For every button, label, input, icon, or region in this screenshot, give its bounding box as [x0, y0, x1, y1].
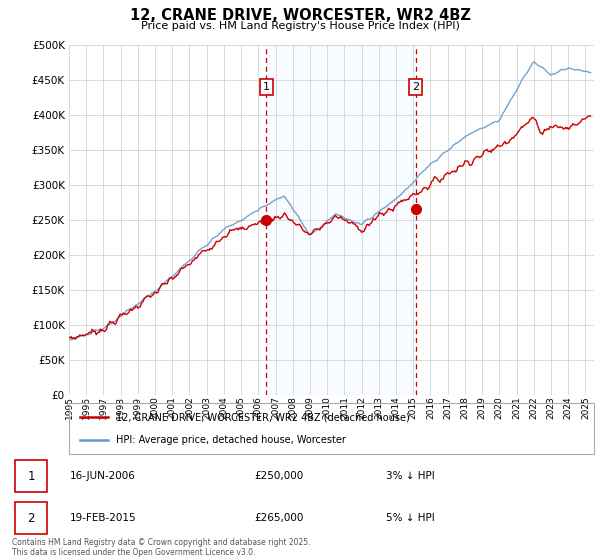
Text: Contains HM Land Registry data © Crown copyright and database right 2025.
This d: Contains HM Land Registry data © Crown c… [12, 538, 311, 557]
Text: 1: 1 [263, 82, 270, 92]
Text: 12, CRANE DRIVE, WORCESTER, WR2 4BZ: 12, CRANE DRIVE, WORCESTER, WR2 4BZ [130, 8, 470, 24]
Text: 19-FEB-2015: 19-FEB-2015 [70, 513, 136, 523]
Text: 1: 1 [27, 469, 35, 483]
Text: 2: 2 [412, 82, 419, 92]
Text: 5% ↓ HPI: 5% ↓ HPI [386, 513, 435, 523]
Bar [266, 45, 415, 395]
Text: £250,000: £250,000 [254, 471, 303, 481]
Text: 12, CRANE DRIVE, WORCESTER, WR2 4BZ (detached house): 12, CRANE DRIVE, WORCESTER, WR2 4BZ (det… [116, 412, 410, 422]
Bar [15, 460, 47, 492]
Text: 3% ↓ HPI: 3% ↓ HPI [386, 471, 435, 481]
Text: £265,000: £265,000 [254, 513, 303, 523]
Bar [15, 502, 47, 534]
Text: HPI: Average price, detached house, Worcester: HPI: Average price, detached house, Worc… [116, 436, 346, 446]
Text: 2: 2 [27, 511, 35, 525]
Text: Price paid vs. HM Land Registry's House Price Index (HPI): Price paid vs. HM Land Registry's House … [140, 21, 460, 31]
Text: 16-JUN-2006: 16-JUN-2006 [70, 471, 136, 481]
